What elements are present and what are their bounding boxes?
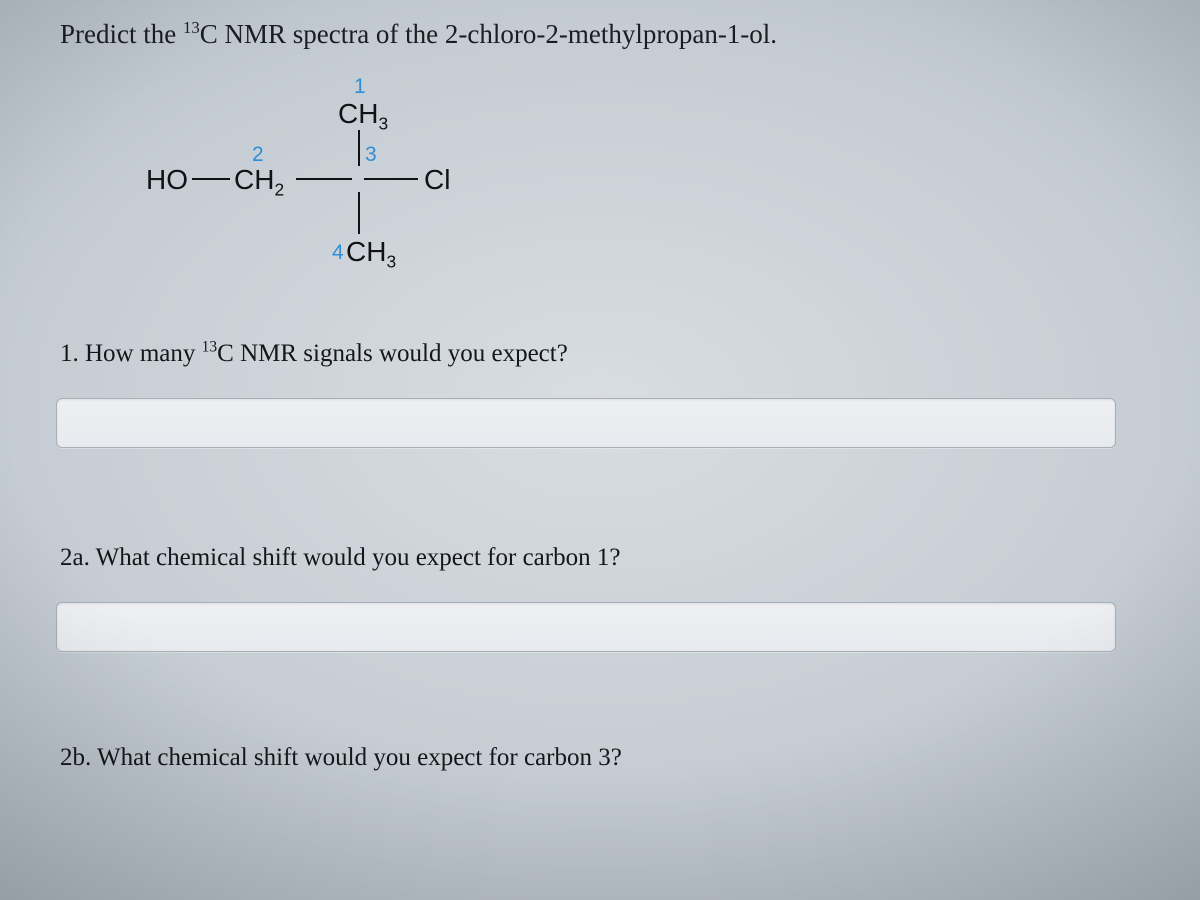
q1-sup: 13 xyxy=(202,339,218,356)
q1-pre: 1. How many xyxy=(60,340,202,367)
frag-ho: HO xyxy=(146,166,188,194)
page-title: Predict the 13C NMR spectra of the 2-chl… xyxy=(60,16,1200,52)
bond-ch2-center xyxy=(296,178,352,180)
question-1-block: 1. How many 13C NMR signals would you ex… xyxy=(60,340,1200,448)
bond-center-ch3-bottom xyxy=(358,192,360,234)
frag-ch3-bottom: CH3 xyxy=(346,238,396,266)
answer-input-q2a[interactable] xyxy=(56,602,1116,652)
answer-input-q1[interactable] xyxy=(56,398,1116,448)
title-post: C NMR spectra of the 2-chloro-2-methylpr… xyxy=(200,19,777,49)
question-2b-block: 2b. What chemical shift would you expect… xyxy=(60,744,1200,772)
frag-ch3-bot-sub: 3 xyxy=(386,252,396,272)
frag-ch3-top-sub: 3 xyxy=(378,114,388,134)
question-2a-block: 2a. What chemical shift would you expect… xyxy=(60,544,1200,652)
frag-ch3-top-text: CH xyxy=(338,98,378,129)
carbon-label-3: 3 xyxy=(365,144,377,165)
question-1-text: 1. How many 13C NMR signals would you ex… xyxy=(60,340,1200,368)
bond-ho-ch2 xyxy=(192,178,230,180)
title-pre: Predict the xyxy=(60,19,183,49)
frag-ch3-top: CH3 xyxy=(338,100,388,128)
bond-center-ch3-top xyxy=(358,130,360,166)
q1-post: C NMR signals would you expect? xyxy=(217,340,568,367)
frag-ch2-sub: 2 xyxy=(274,180,284,200)
title-superscript: 13 xyxy=(183,18,200,37)
question-page: Predict the 13C NMR spectra of the 2-chl… xyxy=(60,0,1200,772)
frag-ch2: CH2 xyxy=(234,166,284,194)
frag-ch2-text: CH xyxy=(234,164,274,195)
bond-center-cl xyxy=(364,178,418,180)
carbon-label-1: 1 xyxy=(354,76,366,97)
question-2b-text: 2b. What chemical shift would you expect… xyxy=(60,744,1200,772)
molecule-diagram: 1 2 3 4 CH3 HO CH2 Cl CH3 xyxy=(140,80,520,280)
question-2a-text: 2a. What chemical shift would you expect… xyxy=(60,544,1200,572)
frag-cl: Cl xyxy=(424,166,450,194)
carbon-label-2: 2 xyxy=(252,144,264,165)
frag-ch3-bot-text: CH xyxy=(346,236,386,267)
molecule-structure: 1 2 3 4 CH3 HO CH2 Cl CH3 xyxy=(140,80,660,280)
carbon-label-4: 4 xyxy=(332,242,344,263)
